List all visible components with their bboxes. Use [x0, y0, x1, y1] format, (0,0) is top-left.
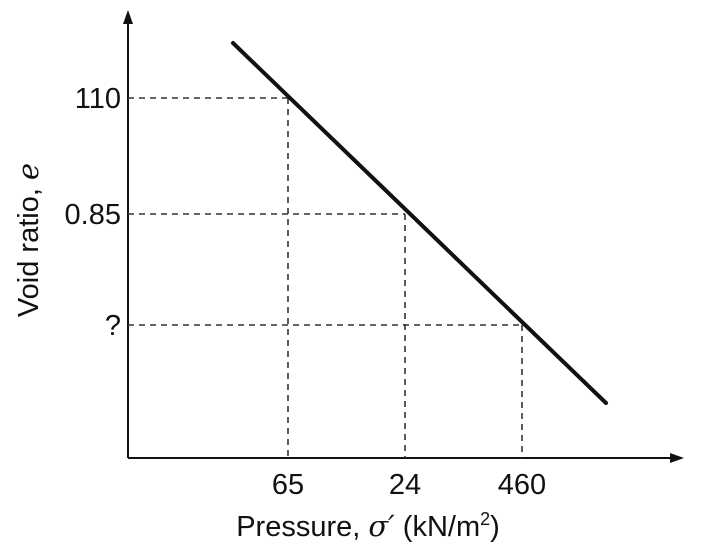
x-tick-label: 65 — [272, 469, 304, 501]
x-tick-labels: 65 24 460 — [272, 469, 546, 501]
y-tick-label: 0.85 — [65, 199, 121, 231]
reference-lines — [128, 97, 523, 458]
y-axis-label: Void ratio, e — [11, 163, 45, 317]
y-tick-label: ? — [105, 310, 121, 342]
x-axis-arrow — [670, 453, 684, 463]
y-tick-labels: 110 0.85? — [65, 83, 121, 342]
y-axis-arrow — [123, 10, 133, 24]
x-axis-label: Pressure, σ′ (kN/m2) — [236, 509, 500, 543]
x-tick-label: 24 — [389, 469, 421, 501]
void-ratio-line — [231, 41, 608, 405]
x-tick-label: 460 — [498, 469, 546, 501]
y-tick-label: 110 — [75, 83, 121, 115]
